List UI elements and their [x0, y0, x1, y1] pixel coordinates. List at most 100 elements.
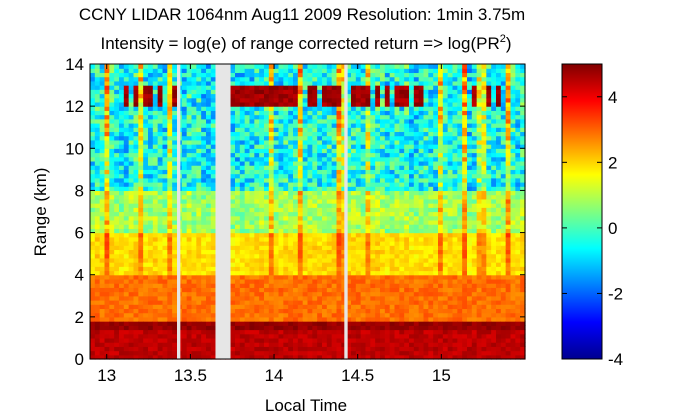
heatmap-cell: [360, 177, 367, 183]
heatmap-cell: [409, 131, 415, 137]
heatmap-cell: [404, 253, 410, 259]
heatmap-cell: [380, 131, 386, 137]
heatmap-cell: [128, 114, 135, 120]
heatmap-cell: [380, 257, 386, 263]
heatmap-cell: [297, 72, 304, 78]
heatmap-cell: [428, 215, 434, 221]
heatmap-cell: [365, 118, 371, 124]
heatmap-cell: [380, 287, 386, 293]
heatmap-cell: [365, 316, 371, 322]
heatmap-cell: [94, 139, 101, 145]
heatmap-cell: [302, 295, 309, 301]
heatmap-cell: [148, 232, 154, 238]
heatmap-cell: [360, 291, 367, 297]
heatmap-cell: [191, 123, 197, 128]
heatmap-cell: [119, 291, 125, 297]
heatmap-cell: [239, 274, 246, 280]
heatmap-cell: [268, 173, 275, 179]
heatmap-cell: [322, 295, 328, 301]
heatmap-cell: [201, 304, 207, 310]
heatmap-cell: [206, 215, 212, 221]
heatmap-cell: [326, 165, 333, 170]
heatmap-cell: [288, 76, 294, 82]
heatmap-cell: [239, 316, 246, 322]
heatmap-cell: [109, 101, 115, 107]
heatmap-cell: [99, 228, 106, 234]
heatmap-cell: [273, 321, 280, 326]
heatmap-cell: [409, 325, 415, 331]
heatmap-cell: [312, 266, 318, 272]
heatmap-cell: [167, 342, 173, 347]
heatmap-cell: [336, 283, 342, 288]
heatmap-cell: [273, 325, 280, 331]
heatmap-cell: [206, 144, 212, 149]
heatmap-cell: [312, 144, 318, 149]
heatmap-cell: [152, 190, 159, 196]
heatmap-cell: [273, 207, 280, 213]
heatmap-cell: [293, 131, 299, 137]
heatmap-cell: [288, 266, 294, 272]
heatmap-cell: [157, 72, 164, 78]
heatmap-cell: [94, 295, 101, 301]
heatmap-cell: [206, 207, 212, 213]
heatmap-cell: [90, 72, 96, 78]
heatmap-cell: [409, 278, 415, 284]
heatmap-cell: [399, 64, 405, 69]
heatmap-cell: [94, 316, 101, 322]
heatmap-cell: [133, 173, 139, 179]
heatmap-cell: [399, 257, 405, 263]
heatmap-cell: [302, 304, 309, 310]
heatmap-cell: [206, 342, 212, 347]
heatmap-cell: [331, 350, 338, 356]
heatmap-cell: [360, 249, 367, 255]
heatmap-cell: [293, 110, 299, 116]
heatmap-cell: [94, 236, 101, 242]
heatmap-cell: [418, 354, 425, 360]
heatmap-cell: [336, 266, 342, 272]
heatmap-cell: [278, 262, 284, 267]
heatmap-cell: [152, 135, 159, 141]
heatmap-cell: [210, 253, 217, 259]
heatmap-cell: [413, 325, 420, 331]
heatmap-cell: [355, 354, 362, 360]
heatmap-cell: [244, 110, 251, 116]
heatmap-cell: [326, 127, 333, 133]
heatmap-cell: [259, 156, 265, 162]
heatmap-cell: [210, 89, 217, 95]
heatmap-cell: [283, 342, 289, 347]
heatmap-cell: [138, 139, 144, 145]
heatmap-cell: [235, 85, 241, 90]
heatmap-cell: [181, 211, 188, 217]
heatmap-cell: [394, 101, 400, 107]
heatmap-cell: [380, 169, 386, 175]
heatmap-cell: [162, 165, 168, 170]
heatmap-cell: [114, 182, 120, 187]
heatmap-cell: [259, 118, 265, 124]
heatmap-cell: [389, 274, 396, 280]
heatmap-cell: [99, 274, 106, 280]
heatmap-cell: [157, 190, 164, 196]
heatmap-cell: [104, 93, 110, 99]
heatmap-cell: [268, 316, 275, 322]
heatmap-cell: [326, 325, 333, 331]
heatmap-cell: [283, 300, 289, 305]
heatmap-cell: [326, 203, 333, 208]
heatmap-cell: [336, 241, 342, 246]
heatmap-cell: [297, 127, 304, 133]
heatmap-cell: [365, 160, 371, 166]
heatmap-cell: [264, 68, 270, 74]
heatmap-cell: [138, 156, 144, 162]
heatmap-cell: [312, 342, 318, 347]
heatmap-cell: [413, 287, 420, 293]
heatmap-cell: [167, 228, 173, 234]
heatmap-cell: [148, 211, 154, 217]
heatmap-cell: [423, 160, 429, 166]
heatmap-cell: [235, 329, 241, 335]
heatmap-cell: [278, 169, 284, 175]
heatmap-cell: [360, 93, 367, 99]
heatmap-cell: [162, 321, 168, 326]
heatmap-cell: [413, 68, 420, 74]
heatmap-cell: [293, 93, 299, 99]
heatmap-cell: [384, 106, 391, 111]
heatmap-cell: [283, 148, 289, 154]
